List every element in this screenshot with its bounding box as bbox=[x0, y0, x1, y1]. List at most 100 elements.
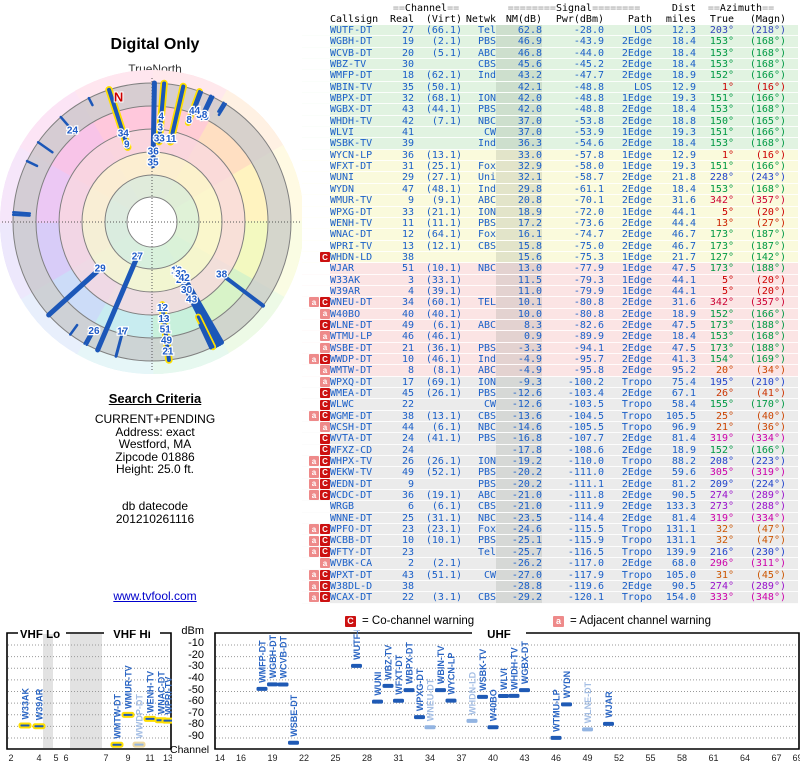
cell-network: CBS bbox=[477, 501, 496, 513]
warning-markers bbox=[302, 285, 330, 297]
tvfool-link[interactable]: www.tvfool.com bbox=[113, 589, 197, 603]
table-row: a C WEDN-DT 9 PBS -20.2 -111.1 2Edge 81.2 209° (22… bbox=[302, 478, 798, 491]
cell-distance: 67.1 bbox=[671, 388, 696, 399]
cell-network bbox=[462, 309, 496, 319]
co-channel-warning-icon: C bbox=[320, 252, 330, 263]
cell-virtual-channel bbox=[414, 59, 462, 69]
cell-azimuth-magnetic: (166°) bbox=[749, 70, 786, 82]
cell-azimuth-true: 209° bbox=[709, 478, 734, 490]
co-channel-legend-text: = Co-channel warning bbox=[362, 615, 475, 627]
cell-real-channel: 6 bbox=[407, 501, 414, 513]
cell-real-channel: 3 bbox=[407, 274, 414, 286]
cell-network bbox=[462, 82, 496, 92]
cell-network: NBC bbox=[477, 422, 496, 434]
cell-callsign: WCAX-DT bbox=[330, 592, 373, 604]
cell-power: -114.4 bbox=[567, 512, 604, 524]
cell-virtual-channel bbox=[414, 445, 462, 455]
cell-distance: 81.4 bbox=[671, 512, 696, 524]
cell-noise-margin: -20.2 bbox=[496, 478, 542, 490]
cell-azimuth-true: 13° bbox=[715, 217, 734, 229]
cell-real-channel: 21 bbox=[401, 342, 414, 354]
station-callsign-label: WCVB-DT bbox=[279, 636, 289, 679]
cell-distance: 46.7 bbox=[671, 229, 696, 241]
table-row: WNAC-DT 12 (64.1) Fox 16.1 -74.7 2Edge 46.7 173°… bbox=[302, 229, 798, 241]
cell-azimuth-true: 333° bbox=[709, 592, 734, 604]
cell-network: CBS bbox=[477, 410, 496, 422]
cell-azimuth-magnetic: (47°) bbox=[755, 524, 786, 536]
table-row: a C WCBB-DT 10 (10.1) PBS -25.1 -115.9 Tropo 131.… bbox=[302, 535, 798, 547]
spoke-channel-label: 26 bbox=[88, 326, 100, 337]
cell-callsign: WPRI-TV bbox=[330, 240, 373, 252]
station-spoke bbox=[217, 102, 227, 117]
spoke-channel-label: 43 bbox=[186, 295, 198, 306]
cell-path: 1Edge bbox=[621, 127, 652, 139]
station-signal-bar bbox=[372, 699, 383, 704]
cell-virtual-channel: (5.1) bbox=[431, 47, 462, 59]
cell-noise-margin: 32.1 bbox=[496, 172, 542, 183]
station-signal-bar bbox=[18, 722, 32, 729]
cell-network: PBS bbox=[477, 467, 496, 479]
cell-network: CW bbox=[483, 127, 496, 139]
cell-callsign: WFTY-DT bbox=[330, 546, 373, 558]
cell-azimuth-true: 32° bbox=[715, 524, 734, 536]
cell-real-channel: 47 bbox=[401, 183, 414, 195]
cell-network: PBS bbox=[477, 535, 496, 547]
cell-real-channel: 12 bbox=[401, 229, 414, 241]
co-channel-warning-icon: C bbox=[320, 399, 330, 410]
station-callsign-label: WSBE-DT bbox=[289, 694, 299, 736]
cell-distance: 47.5 bbox=[671, 263, 696, 275]
header-nm: NM(dB) bbox=[505, 14, 542, 25]
cell-callsign: WGBX-DT bbox=[330, 104, 373, 116]
table-row: a C WPFO-DT 23 (23.1) Fox -24.6 -115.5 Tropo 131.… bbox=[302, 524, 798, 536]
cell-real-channel: 24 bbox=[401, 444, 414, 456]
cell-power: -115.5 bbox=[567, 524, 604, 536]
cell-real-channel: 39 bbox=[401, 138, 414, 150]
cell-noise-margin: -20.2 bbox=[496, 467, 542, 478]
station-signal-bar bbox=[435, 688, 446, 693]
station-spoke bbox=[217, 101, 225, 113]
cell-power: -53.9 bbox=[573, 127, 604, 139]
cell-distance: 18.4 bbox=[671, 183, 696, 195]
table-row: C WHDN-LD 38 15.6 -75.3 1Edge 21.7 127° (142°) bbox=[302, 251, 798, 264]
co-channel-warning-icon: C bbox=[320, 478, 330, 489]
header-pwr: Pwr(dBm) bbox=[555, 14, 604, 25]
table-row: a C WEKW-TV 49 (52.1) PBS -20.2 -111.0 2Edge 59.6… bbox=[302, 467, 798, 479]
cell-azimuth-true: 216° bbox=[709, 546, 734, 558]
cell-network: PBS bbox=[477, 104, 496, 116]
magnetic-north-label: N bbox=[114, 89, 123, 104]
cell-azimuth-true: 152° bbox=[709, 444, 734, 456]
table-row: WENH-TV 11 (11.1) PBS 17.2 -73.6 2Edge 44.4 13° (… bbox=[302, 217, 798, 230]
cell-power: -79.3 bbox=[573, 274, 604, 286]
cell-network: Ind bbox=[477, 70, 496, 82]
cell-network: TEL bbox=[477, 297, 496, 309]
cell-network: Fox bbox=[477, 161, 496, 173]
cell-real-channel: 11 bbox=[401, 217, 414, 229]
cell-distance: 133.3 bbox=[665, 501, 696, 513]
table-row: a C WCAX-DT 22 (3.1) CBS -29.2 -120.1 Tropo 154.0… bbox=[302, 592, 798, 604]
co-channel-warning-icon: C bbox=[320, 456, 330, 467]
station-signal-bar bbox=[393, 698, 404, 703]
station-callsign-label: WGBX-DT bbox=[520, 641, 530, 684]
cell-azimuth-magnetic: (210°) bbox=[749, 376, 786, 388]
cell-power: -117.0 bbox=[567, 558, 604, 570]
header-magn: (Magn) bbox=[749, 14, 786, 25]
cell-virtual-channel: (11.1) bbox=[425, 217, 462, 229]
cell-noise-margin: 45.6 bbox=[496, 59, 542, 70]
cell-callsign: WTMU-LP bbox=[330, 331, 373, 343]
adjacent-channel-warning-icon: a bbox=[309, 546, 319, 557]
station-callsign-label: WLNE-DT bbox=[583, 681, 593, 723]
spoke-channel-label: 44 bbox=[189, 106, 201, 117]
cell-noise-margin: 43.2 bbox=[496, 70, 542, 81]
cell-distance: 44.1 bbox=[671, 285, 696, 297]
spoke-channel-label: 17 bbox=[117, 326, 129, 337]
cell-azimuth-true: 319° bbox=[709, 433, 734, 445]
cell-noise-margin: 37.0 bbox=[496, 115, 542, 127]
cell-real-channel: 9 bbox=[407, 195, 414, 207]
cell-power: -58.0 bbox=[573, 161, 604, 173]
co-channel-warning-icon: C bbox=[320, 490, 330, 501]
station-signal-bar bbox=[256, 686, 268, 691]
station-signal-bar bbox=[288, 740, 299, 745]
cell-virtual-channel: (25.1) bbox=[425, 161, 462, 173]
